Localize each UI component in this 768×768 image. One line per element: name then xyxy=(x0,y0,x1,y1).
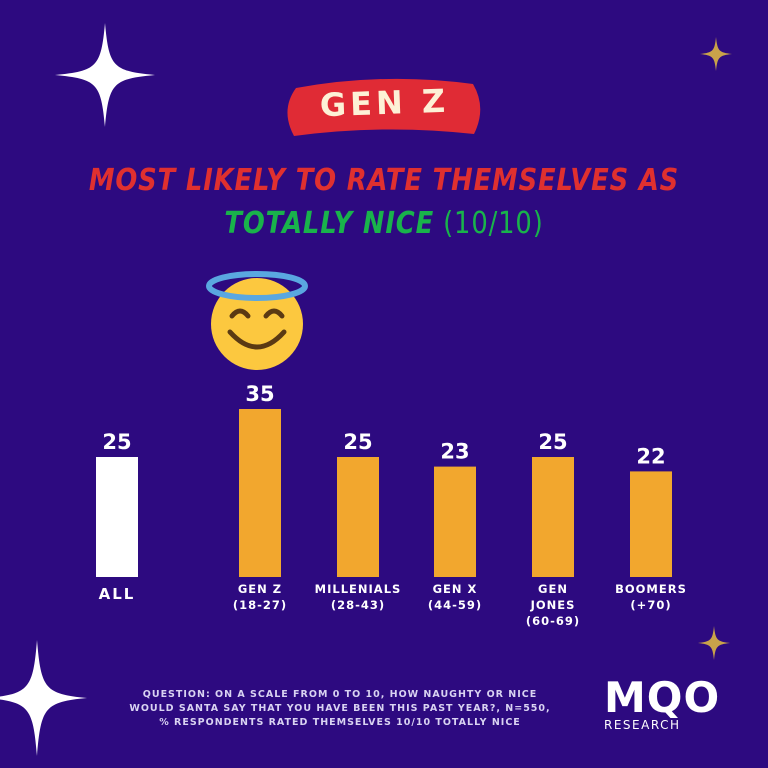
footnote-line: QUESTION: ON A SCALE FROM 0 TO 10, HOW N… xyxy=(142,689,538,700)
sparkle-star-icon xyxy=(698,626,730,660)
logo-text: MQO xyxy=(604,673,721,722)
badge-shape xyxy=(287,78,481,136)
sparkle-star-icon xyxy=(55,23,155,127)
data-label: 23 xyxy=(440,440,469,464)
category-label: (44-59) xyxy=(428,598,482,612)
category-label: (28-43) xyxy=(331,598,385,612)
category-label: ALL xyxy=(99,585,136,603)
logo-subtext: RESEARCH xyxy=(604,718,681,732)
category-label: (60-69) xyxy=(526,614,580,628)
bar xyxy=(239,409,281,577)
smiling-face-with-halo-icon xyxy=(206,271,308,370)
category-label: GEN X xyxy=(433,582,478,596)
data-label: 35 xyxy=(245,382,274,406)
company-logo: MQO RESEARCH xyxy=(604,673,721,733)
bar xyxy=(434,466,476,577)
bar xyxy=(532,457,574,577)
data-label: 25 xyxy=(102,430,131,454)
data-label: 22 xyxy=(636,444,665,468)
category-label: BOOMERS xyxy=(615,582,687,596)
headline-text: MOST LIKELY TO RATE THEMSELVES AS xyxy=(88,163,680,198)
category-label: GEN Z xyxy=(238,582,282,596)
bar xyxy=(337,457,379,577)
category-label: GEN xyxy=(538,582,568,596)
data-label: 25 xyxy=(538,430,567,454)
category-label: MILLENIALS xyxy=(315,582,402,596)
bar xyxy=(96,457,138,577)
headline-suffix: (10/10) xyxy=(434,206,544,241)
sparkle-star-icon xyxy=(700,37,732,71)
bar xyxy=(630,471,672,577)
sparkle-star-icon xyxy=(0,640,87,756)
footnote: QUESTION: ON A SCALE FROM 0 TO 10, HOW N… xyxy=(120,688,560,730)
category-label: (18-27) xyxy=(233,598,287,612)
data-label: 25 xyxy=(343,430,372,454)
footnote-line: % RESPONDENTS RATED THEMSELVES 10/10 TOT… xyxy=(159,717,521,728)
headline-highlight: TOTALLY NICE xyxy=(224,206,435,241)
footnote-line: WOULD SANTA SAY THAT YOU HAVE BEEN THIS … xyxy=(129,703,551,714)
category-label: (+70) xyxy=(630,598,671,612)
category-label: JONES xyxy=(530,598,576,612)
headline-line-2: TOTALLY NICE (10/10) xyxy=(54,206,714,241)
headline-line-1: MOST LIKELY TO RATE THEMSELVES AS xyxy=(54,163,714,198)
